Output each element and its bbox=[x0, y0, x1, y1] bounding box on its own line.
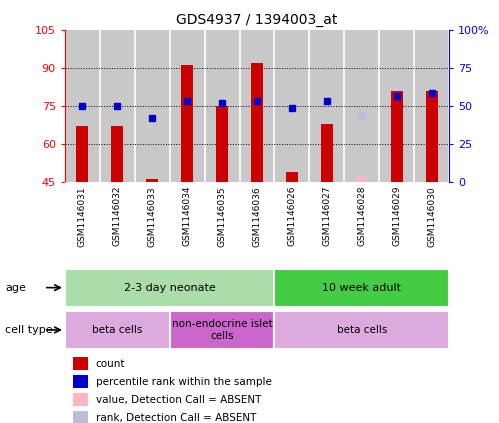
Text: GSM1146030: GSM1146030 bbox=[427, 186, 436, 247]
Bar bbox=[274, 269, 449, 307]
Text: non-endocrine islet
cells: non-endocrine islet cells bbox=[172, 319, 272, 341]
Title: GDS4937 / 1394003_at: GDS4937 / 1394003_at bbox=[176, 13, 338, 27]
Bar bbox=[72, 357, 88, 370]
Bar bbox=[426, 91, 438, 182]
Text: 2-3 day neonate: 2-3 day neonate bbox=[124, 283, 216, 293]
Bar bbox=[72, 393, 88, 406]
Bar bbox=[65, 269, 274, 307]
Text: GSM1146027: GSM1146027 bbox=[322, 186, 331, 247]
Bar bbox=[321, 124, 333, 182]
Text: GSM1146034: GSM1146034 bbox=[183, 186, 192, 247]
Bar bbox=[72, 375, 88, 388]
Text: GSM1146029: GSM1146029 bbox=[392, 186, 401, 247]
Text: 10 week adult: 10 week adult bbox=[322, 283, 401, 293]
Text: GSM1146026: GSM1146026 bbox=[287, 186, 296, 247]
Bar bbox=[274, 311, 449, 349]
Bar bbox=[251, 63, 263, 182]
Bar bbox=[286, 172, 298, 182]
Bar bbox=[181, 65, 193, 182]
Text: GSM1146031: GSM1146031 bbox=[78, 186, 87, 247]
Bar bbox=[76, 126, 88, 182]
Text: beta cells: beta cells bbox=[92, 325, 142, 335]
Text: GSM1146036: GSM1146036 bbox=[252, 186, 261, 247]
Text: value, Detection Call = ABSENT: value, Detection Call = ABSENT bbox=[96, 395, 261, 405]
Text: beta cells: beta cells bbox=[337, 325, 387, 335]
Text: GSM1146033: GSM1146033 bbox=[148, 186, 157, 247]
Bar bbox=[72, 411, 88, 423]
Bar bbox=[391, 91, 403, 182]
Bar bbox=[170, 311, 274, 349]
Bar bbox=[65, 311, 170, 349]
Text: cell type: cell type bbox=[5, 325, 52, 335]
Text: age: age bbox=[5, 283, 26, 293]
Bar bbox=[146, 179, 158, 182]
Bar bbox=[356, 177, 368, 182]
Bar bbox=[111, 126, 123, 182]
Text: count: count bbox=[96, 359, 125, 369]
Text: GSM1146035: GSM1146035 bbox=[218, 186, 227, 247]
Text: percentile rank within the sample: percentile rank within the sample bbox=[96, 376, 271, 387]
Text: GSM1146032: GSM1146032 bbox=[113, 186, 122, 247]
Text: GSM1146028: GSM1146028 bbox=[357, 186, 366, 247]
Bar bbox=[216, 106, 228, 182]
Text: rank, Detection Call = ABSENT: rank, Detection Call = ABSENT bbox=[96, 412, 256, 423]
